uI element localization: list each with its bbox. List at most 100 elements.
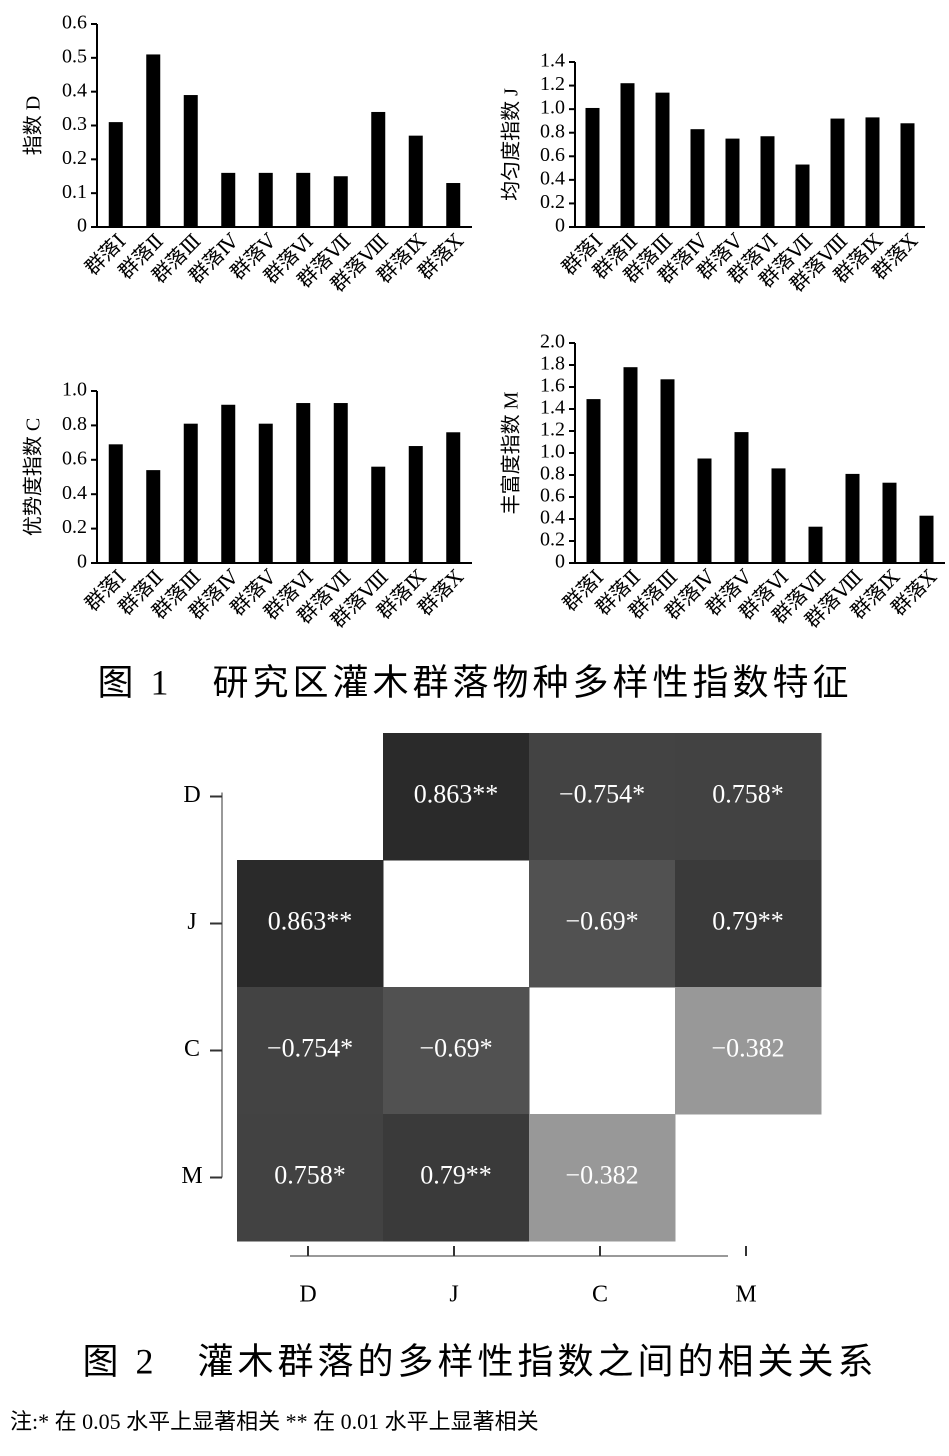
bar [919, 515, 934, 563]
heat-cell [383, 733, 530, 861]
y-tick-label: 0 [77, 551, 87, 573]
bar [183, 95, 198, 227]
col-label: C [592, 1282, 608, 1308]
bar [808, 526, 823, 563]
y-tick-label: 0.8 [62, 413, 87, 435]
y-tick-label: 0 [77, 215, 87, 237]
cell-label: −0.69* [565, 906, 638, 935]
bar [296, 172, 311, 227]
bar [734, 432, 749, 563]
bar [830, 118, 845, 227]
bar [845, 473, 860, 563]
col-label: M [735, 1282, 756, 1308]
y-tick-label: 0.8 [540, 120, 565, 142]
y-tick-label: 0.6 [62, 447, 87, 469]
cell-label: 0.863** [414, 779, 499, 808]
heat-cell [529, 733, 676, 861]
heat-cell [383, 1114, 530, 1242]
y-tick-label: 1.4 [540, 397, 565, 419]
bar [446, 183, 461, 227]
bar [146, 54, 161, 228]
bar [620, 83, 635, 227]
heat-cell [675, 860, 822, 988]
cell-label: 0.79** [712, 906, 784, 935]
bar [408, 446, 423, 563]
bar [882, 482, 897, 563]
row-label: J [187, 909, 196, 935]
bar [333, 176, 348, 227]
y-axis-label: 丰富度指数 M [500, 391, 523, 514]
bar [408, 135, 423, 227]
bar [660, 379, 675, 563]
bar [108, 122, 123, 227]
heat-cell [675, 987, 822, 1115]
y-tick-label: 0.5 [62, 45, 87, 67]
y-tick-label: 1.0 [540, 97, 565, 119]
cell-label: −0.382 [565, 1160, 638, 1189]
cell-label: −0.754* [267, 1033, 353, 1062]
bar [146, 470, 161, 563]
y-axis-label: 均匀度指数 J [500, 88, 523, 201]
bar [586, 399, 601, 563]
y-tick-label: 1.0 [540, 441, 565, 463]
y-tick-label: 0 [555, 551, 565, 573]
bar [865, 117, 880, 227]
row-label: D [183, 782, 200, 808]
y-tick-label: 0.1 [62, 181, 87, 203]
col-label: J [449, 1282, 458, 1308]
y-tick-label: 0.4 [540, 167, 565, 189]
heat-cell [237, 987, 384, 1115]
bar [371, 466, 386, 563]
y-tick-label: 0.2 [62, 516, 87, 538]
y-tick-label: 0.8 [540, 463, 565, 485]
cell-label: 0.758* [274, 1160, 346, 1189]
row-label: M [181, 1163, 202, 1189]
bar [221, 404, 236, 563]
y-tick-label: 1.0 [62, 379, 87, 401]
bar [795, 164, 810, 227]
bar [690, 129, 705, 227]
bar [221, 172, 236, 227]
y-tick-label: 0.6 [62, 12, 87, 34]
bar [108, 444, 123, 563]
bar [183, 423, 198, 563]
bar [760, 136, 775, 227]
y-tick-label: 0.4 [62, 482, 87, 504]
y-tick-label: 0.4 [62, 79, 87, 101]
y-tick-label: 0.2 [62, 147, 87, 169]
y-tick-label: 2.0 [540, 331, 565, 353]
cell-label: −0.382 [711, 1033, 784, 1062]
bar [333, 403, 348, 563]
bar [371, 111, 386, 227]
y-tick-label: 0.3 [62, 113, 87, 135]
heat-cell [675, 733, 822, 861]
bar [725, 138, 740, 227]
bar [585, 107, 600, 227]
cell-label: 0.758* [712, 779, 784, 808]
cell-label: 0.79** [420, 1160, 492, 1189]
cell-label: −0.69* [419, 1033, 492, 1062]
note: 注:* 在 0.05 水平上显著相关 ** 在 0.01 水平上显著相关 [10, 1409, 539, 1434]
bar [258, 423, 273, 563]
y-tick-label: 0.2 [540, 191, 565, 213]
bar [655, 92, 670, 228]
figure-caption: 图 2 灌木群落的多样性指数之间的相关关系 [82, 1341, 877, 1381]
heat-cell [237, 860, 384, 988]
y-tick-label: 1.6 [540, 375, 565, 397]
row-label: C [184, 1036, 200, 1062]
y-tick-label: 0.2 [540, 529, 565, 551]
col-label: D [299, 1282, 316, 1308]
heat-cell [529, 1114, 676, 1242]
bar [623, 367, 638, 563]
bar [296, 403, 311, 563]
bar [697, 458, 712, 563]
heat-cell [529, 860, 676, 988]
y-tick-label: 0 [555, 215, 565, 237]
bar [771, 468, 786, 563]
bar [900, 123, 915, 227]
y-tick-label: 0.4 [540, 507, 565, 529]
y-tick-label: 1.2 [540, 419, 565, 441]
y-tick-label: 1.2 [540, 73, 565, 95]
y-tick-label: 0.6 [540, 144, 565, 166]
